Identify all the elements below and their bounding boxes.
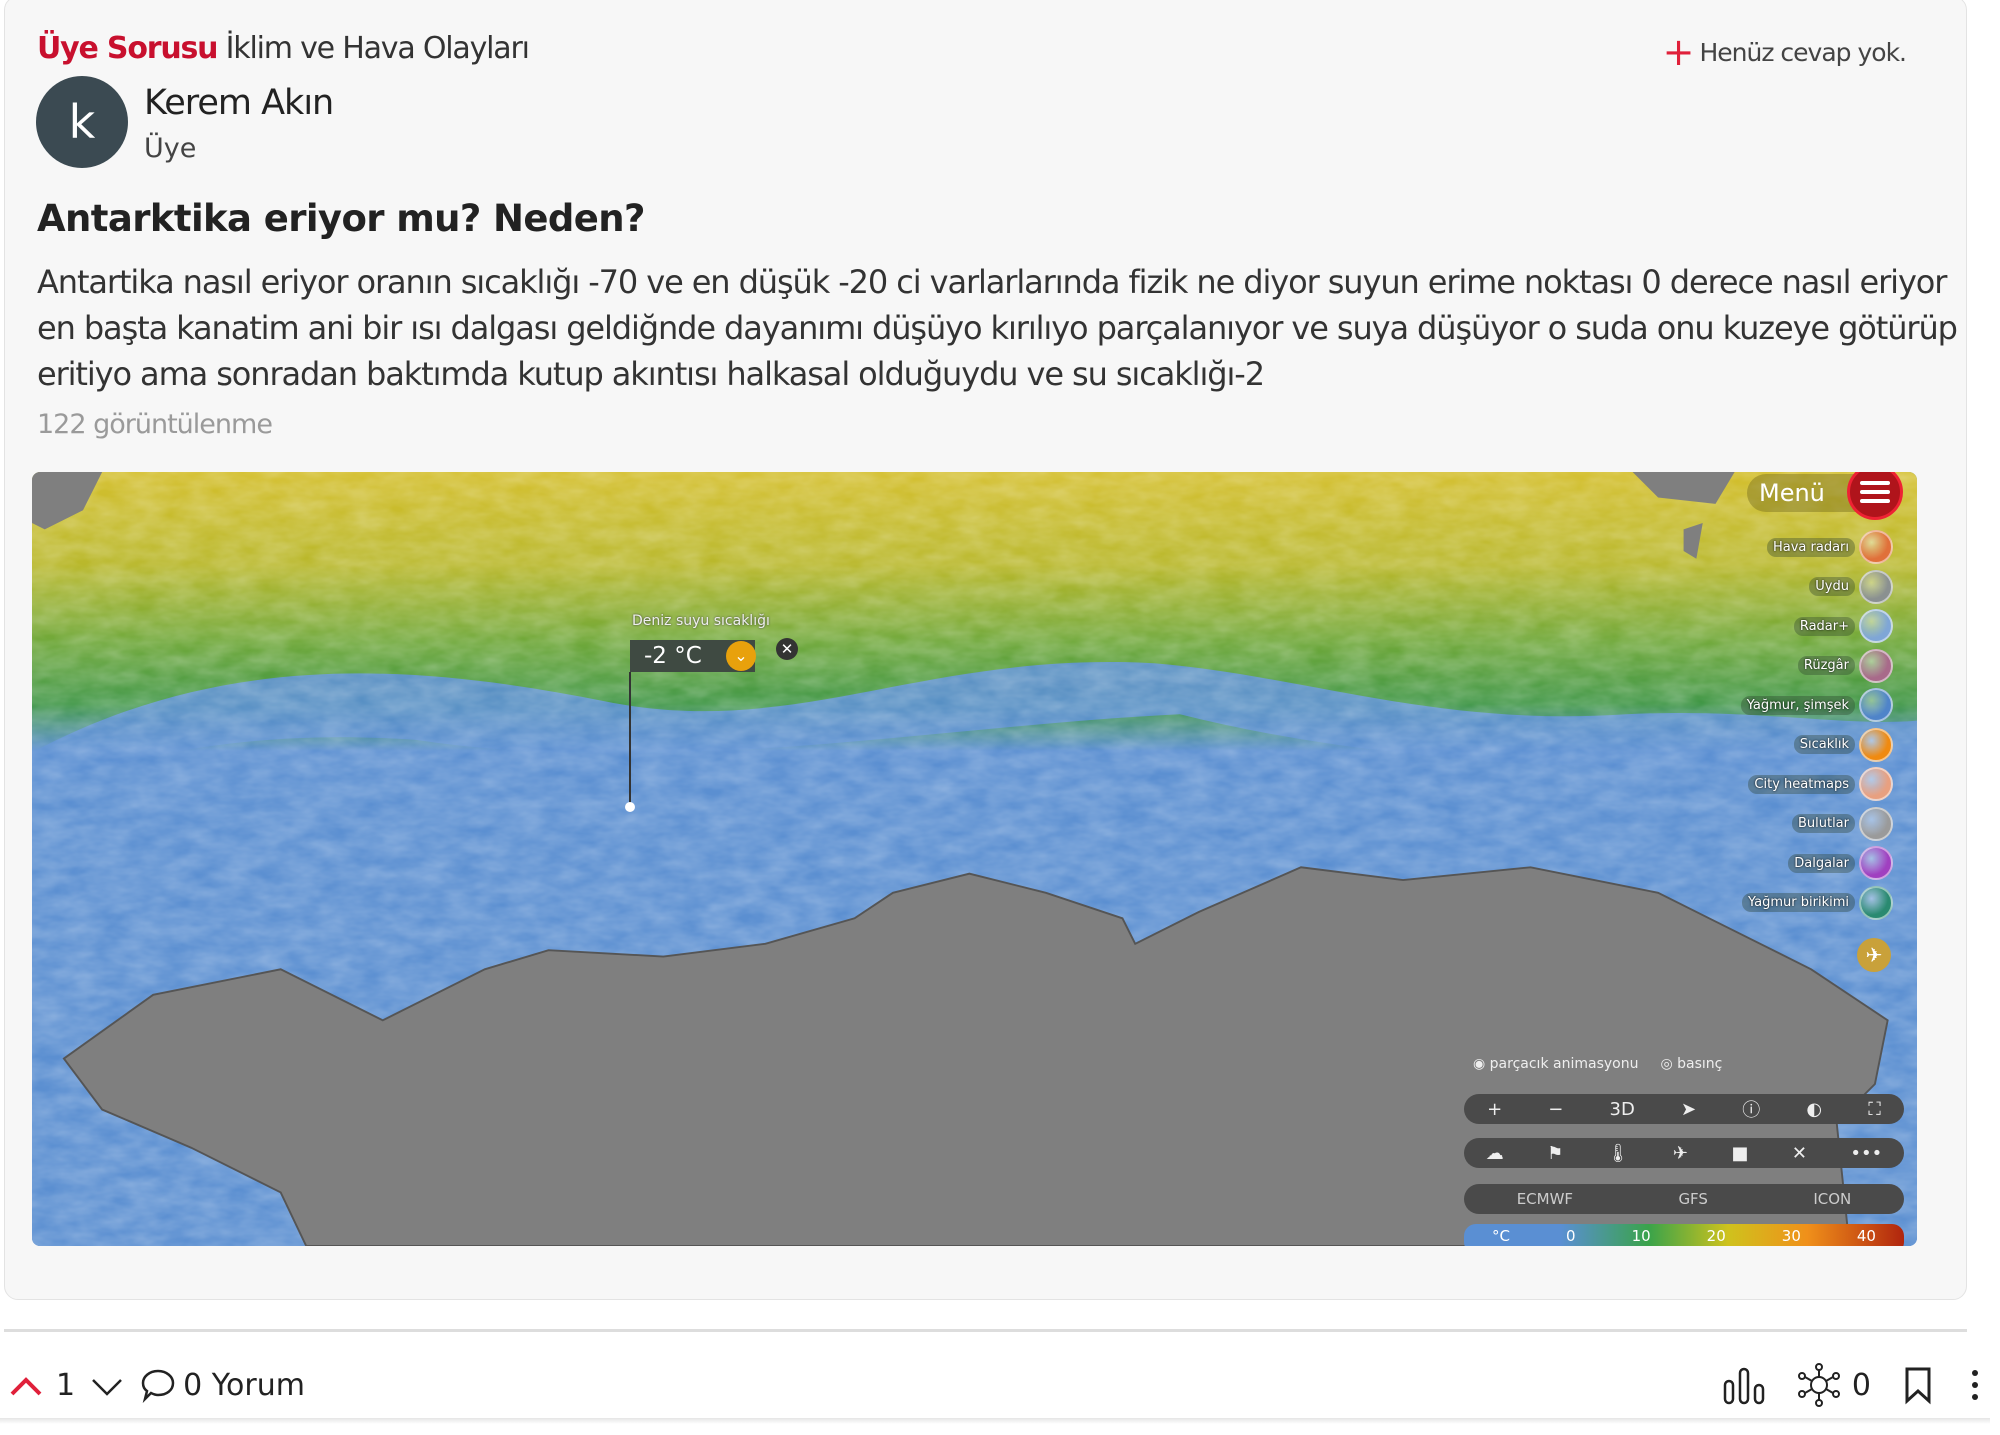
legend-tick: 30 xyxy=(1781,1227,1801,1245)
map-control-button[interactable]: ◐ xyxy=(1806,1098,1823,1120)
upvote-icon[interactable] xyxy=(6,1370,46,1400)
menu-item[interactable]: Yağmur, şimşek xyxy=(1740,688,1893,722)
stats-icon[interactable] xyxy=(1722,1365,1766,1405)
more-options-icon[interactable] xyxy=(1965,1365,1985,1405)
map-control-button[interactable]: ⓘ xyxy=(1742,1100,1761,1121)
weather-map-image: Deniz suyu sıcaklığı -2 °C ⌄ ✕ Menü Hava… xyxy=(32,472,1917,1246)
particle-animation-toggle[interactable]: ◉ parçacık animasyonu xyxy=(1473,1056,1639,1072)
menu-item-label: Rüzgâr xyxy=(1797,656,1855,675)
legend-tick: 10 xyxy=(1631,1227,1651,1245)
temperature-legend: °C 0 10 20 30 40 xyxy=(1464,1224,1904,1246)
map-tool-button[interactable]: ✕ xyxy=(1791,1142,1807,1164)
menu-item[interactable]: Yağmur birikimi xyxy=(1742,885,1893,920)
menu-item[interactable]: Sıcaklık xyxy=(1793,727,1893,762)
model-option[interactable]: GFS xyxy=(1678,1190,1708,1208)
map-tool-button[interactable]: ☁ xyxy=(1485,1142,1504,1164)
model-selector: ECMWF GFS ICON xyxy=(1464,1184,1904,1214)
layer-thumbnail-icon xyxy=(1859,569,1893,604)
legend-tick: °C xyxy=(1492,1227,1510,1245)
model-option[interactable]: ICON xyxy=(1813,1190,1852,1208)
answer-status-label: Henüz cevap yok. xyxy=(1699,37,1907,67)
antarctica-land xyxy=(62,866,1889,1246)
airplane-icon[interactable]: ✈ xyxy=(1857,938,1891,972)
network-icon xyxy=(1797,1363,1840,1407)
close-icon[interactable]: ✕ xyxy=(776,638,798,660)
layer-thumbnail-icon xyxy=(1859,885,1893,920)
menu-item-label: Bulutlar xyxy=(1791,814,1855,833)
upvote-count: 1 xyxy=(56,1367,76,1403)
map-tool-button[interactable]: 🌡 xyxy=(1606,1142,1630,1164)
menu-item-label: Radar+ xyxy=(1793,616,1855,636)
menu-item[interactable]: Bulutlar xyxy=(1791,806,1893,841)
hamburger-menu-icon[interactable] xyxy=(1847,472,1903,520)
map-tool-button[interactable]: ••• xyxy=(1850,1142,1883,1164)
menu-item[interactable]: Dalgalar xyxy=(1788,846,1893,880)
layer-thumbnail-icon xyxy=(1859,767,1893,801)
menu-item-label: Sıcaklık xyxy=(1793,735,1855,754)
avatar[interactable]: k xyxy=(36,76,128,168)
menu-item[interactable]: Hava radarı xyxy=(1766,530,1893,564)
post-footer: 1 0 Yorum 0 xyxy=(0,1350,1985,1420)
map-tool-button[interactable]: ✈ xyxy=(1672,1142,1689,1164)
map-control-button[interactable]: ➤ xyxy=(1680,1098,1697,1120)
layer-thumbnail-icon xyxy=(1859,648,1893,683)
chevron-down-icon[interactable]: ⌄ xyxy=(726,641,756,671)
layer-thumbnail-icon xyxy=(1859,727,1893,762)
menu-item-label: Yağmur birikimi xyxy=(1742,893,1855,912)
comment-button[interactable]: 0 Yorum xyxy=(139,1367,305,1403)
map-control-button[interactable]: − xyxy=(1548,1098,1564,1120)
comment-icon xyxy=(141,1369,175,1403)
map-control-button[interactable]: + xyxy=(1487,1098,1503,1120)
menu-item-label: Dalgalar xyxy=(1788,853,1855,873)
layer-thumbnail-icon xyxy=(1859,609,1893,643)
menu-item-label: Yağmur, şimşek xyxy=(1740,695,1855,715)
popup-label: Deniz suyu sıcaklığı xyxy=(632,613,770,629)
answer-status[interactable]: + Henüz cevap yok. xyxy=(1662,30,1907,74)
legend-tick: 40 xyxy=(1856,1227,1876,1245)
model-option[interactable]: ECMWF xyxy=(1516,1190,1574,1208)
bookmark-icon[interactable] xyxy=(1901,1365,1935,1405)
map-tool-button[interactable]: ⚑ xyxy=(1547,1142,1564,1164)
map-controls-row-1: + − 3D ➤ ⓘ ◐ ⛶ xyxy=(1464,1094,1904,1124)
menu-item-label: Hava radarı xyxy=(1766,537,1855,557)
pressure-toggle[interactable]: ◎ basınç xyxy=(1660,1056,1723,1072)
location-marker xyxy=(625,802,635,812)
map-control-button[interactable]: ⛶ xyxy=(1868,1098,1881,1120)
popup-pointer-line xyxy=(629,672,631,806)
comment-count: 0 Yorum xyxy=(183,1367,305,1403)
layer-thumbnail-icon xyxy=(1859,806,1893,841)
layer-thumbnail-icon xyxy=(1859,530,1893,564)
post-title: Antarktika eriyor mu? Neden? xyxy=(37,197,645,240)
menu-item-label: City heatmaps xyxy=(1748,774,1855,794)
menu-item-label: Uydu xyxy=(1809,577,1855,596)
category-line: Üye Sorusu İklim ve Hava Olayları xyxy=(37,31,530,66)
author-name[interactable]: Kerem Akın xyxy=(144,83,334,123)
view-count: 122 görüntülenme xyxy=(37,409,273,440)
share-count: 0 xyxy=(1851,1367,1871,1403)
footer-shadow xyxy=(0,1418,1990,1424)
map-toggles: ◉ parçacık animasyonu ◎ basınç xyxy=(1473,1056,1722,1072)
menu-item[interactable]: Uydu xyxy=(1809,569,1893,604)
plus-icon: + xyxy=(1662,30,1695,74)
layer-thumbnail-icon xyxy=(1859,688,1893,722)
category-link[interactable]: İklim ve Hava Olayları xyxy=(225,31,530,66)
map-background xyxy=(32,472,1917,1246)
author-role: Üye xyxy=(144,133,197,164)
post-body: Antartika nasıl eriyor oranın sıcaklığı … xyxy=(37,263,1958,393)
menu-item[interactable]: City heatmaps xyxy=(1748,767,1893,801)
downvote-icon[interactable] xyxy=(85,1370,129,1400)
divider xyxy=(4,1329,1967,1332)
legend-tick: 20 xyxy=(1706,1227,1726,1245)
menu-item[interactable]: Radar+ xyxy=(1793,609,1893,643)
map-tool-button[interactable]: ■ xyxy=(1731,1142,1749,1164)
menu-item[interactable]: Rüzgâr xyxy=(1797,648,1893,683)
legend-tick: 0 xyxy=(1566,1227,1576,1245)
share-button[interactable]: 0 xyxy=(1796,1362,1871,1408)
layer-thumbnail-icon xyxy=(1859,846,1893,880)
map-control-button[interactable]: 3D xyxy=(1609,1098,1635,1120)
post-type: Üye Sorusu xyxy=(37,31,218,66)
map-controls-row-2: ☁ ⚑ 🌡 ✈ ■ ✕ ••• xyxy=(1464,1138,1904,1168)
